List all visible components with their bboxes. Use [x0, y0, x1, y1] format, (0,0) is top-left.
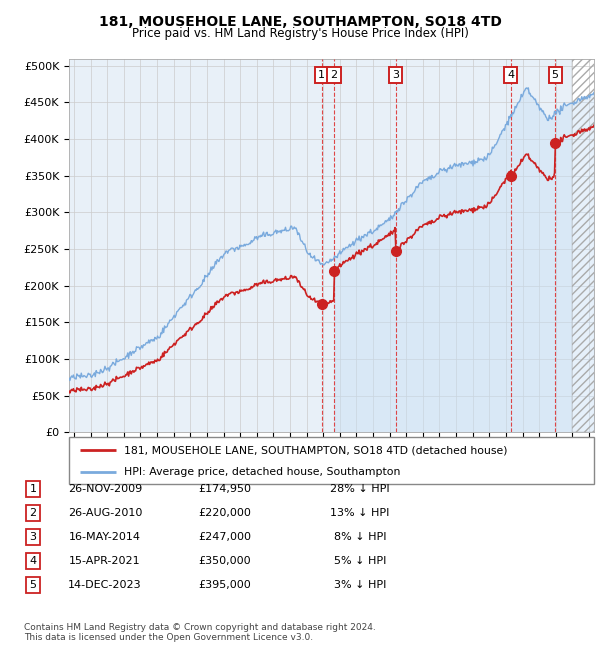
Text: 181, MOUSEHOLE LANE, SOUTHAMPTON, SO18 4TD (detached house): 181, MOUSEHOLE LANE, SOUTHAMPTON, SO18 4… — [124, 445, 508, 455]
Text: £220,000: £220,000 — [199, 508, 251, 518]
Text: 3: 3 — [29, 532, 37, 542]
Text: Price paid vs. HM Land Registry's House Price Index (HPI): Price paid vs. HM Land Registry's House … — [131, 27, 469, 40]
Text: HPI: Average price, detached house, Southampton: HPI: Average price, detached house, Sout… — [124, 467, 401, 476]
Text: 26-NOV-2009: 26-NOV-2009 — [68, 484, 142, 494]
Bar — [572, 58, 600, 432]
Text: 28% ↓ HPI: 28% ↓ HPI — [330, 484, 390, 494]
Bar — [572, 58, 600, 432]
Text: 15-APR-2021: 15-APR-2021 — [69, 556, 141, 566]
Text: 16-MAY-2014: 16-MAY-2014 — [69, 532, 141, 542]
Text: 4: 4 — [507, 70, 514, 81]
Text: £174,950: £174,950 — [199, 484, 251, 494]
Text: 5: 5 — [29, 580, 37, 590]
Text: 13% ↓ HPI: 13% ↓ HPI — [331, 508, 389, 518]
Text: £247,000: £247,000 — [199, 532, 251, 542]
Text: Contains HM Land Registry data © Crown copyright and database right 2024.
This d: Contains HM Land Registry data © Crown c… — [24, 623, 376, 642]
Text: 3% ↓ HPI: 3% ↓ HPI — [334, 580, 386, 590]
Text: 8% ↓ HPI: 8% ↓ HPI — [334, 532, 386, 542]
Text: 2: 2 — [29, 508, 37, 518]
Text: 1: 1 — [318, 70, 325, 81]
Text: £395,000: £395,000 — [199, 580, 251, 590]
FancyBboxPatch shape — [69, 437, 594, 484]
Text: 3: 3 — [392, 70, 399, 81]
Text: 14-DEC-2023: 14-DEC-2023 — [68, 580, 142, 590]
Text: 181, MOUSEHOLE LANE, SOUTHAMPTON, SO18 4TD: 181, MOUSEHOLE LANE, SOUTHAMPTON, SO18 4… — [98, 15, 502, 29]
Text: 5% ↓ HPI: 5% ↓ HPI — [334, 556, 386, 566]
Text: £350,000: £350,000 — [199, 556, 251, 566]
Text: 26-AUG-2010: 26-AUG-2010 — [68, 508, 142, 518]
Text: 1: 1 — [29, 484, 37, 494]
Text: 2: 2 — [331, 70, 338, 81]
Text: 4: 4 — [29, 556, 37, 566]
Text: 5: 5 — [551, 70, 559, 81]
